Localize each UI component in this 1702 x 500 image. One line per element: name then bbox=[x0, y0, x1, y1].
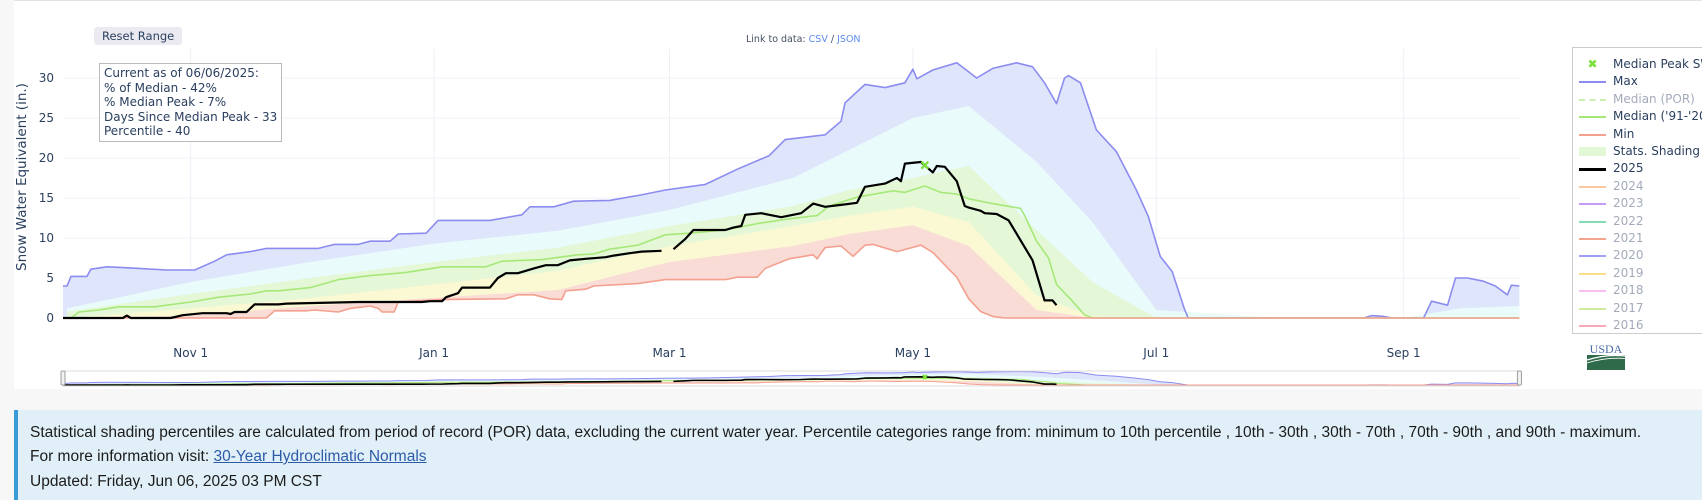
y-tick-label: 15 bbox=[39, 191, 54, 205]
usda-logo-text: USDA bbox=[1590, 342, 1623, 356]
y-axis-title: Snow Water Equivalent (in.) bbox=[14, 83, 30, 271]
csv-link[interactable]: CSV bbox=[808, 34, 828, 45]
status-line: Percentile - 40 bbox=[104, 124, 191, 139]
legend-label: 2017 bbox=[1613, 300, 1644, 315]
x-tick-label: May 1 bbox=[895, 346, 931, 360]
legend-label: 2022 bbox=[1613, 213, 1644, 228]
info-shading-note: Statistical shading percentiles are calc… bbox=[30, 424, 1642, 441]
legend-item[interactable]: Median ('91-'20) bbox=[1573, 108, 1702, 125]
band-swatch-icon bbox=[1579, 147, 1606, 156]
status-line: Days Since Median Peak - 33 bbox=[104, 109, 278, 124]
y-tick-label: 25 bbox=[39, 111, 54, 125]
legend-label: Median Peak SWE bbox=[1613, 57, 1702, 71]
line-swatch-icon bbox=[1579, 168, 1606, 172]
plot-area bbox=[63, 62, 1520, 320]
legend-item[interactable]: Min bbox=[1573, 126, 1702, 143]
x-tick-label: Sep 1 bbox=[1387, 346, 1421, 360]
line-swatch-icon bbox=[1579, 307, 1606, 310]
legend-label: 2024 bbox=[1613, 178, 1644, 193]
series-line-2025 bbox=[63, 376, 1057, 386]
line-swatch-icon bbox=[1579, 185, 1606, 188]
legend-item[interactable]: Median (POR) bbox=[1573, 91, 1702, 108]
line-swatch-icon bbox=[1579, 272, 1606, 275]
data-links-label: Link to data: bbox=[746, 34, 806, 45]
series-line-2025 bbox=[63, 160, 1058, 320]
line-swatch-icon bbox=[1579, 116, 1606, 119]
dashed-line-swatch-icon bbox=[1579, 98, 1606, 101]
series-line-median-91-20- bbox=[63, 185, 1520, 319]
x-tick-label: Nov 1 bbox=[173, 346, 208, 360]
legend-item[interactable]: 2024 bbox=[1573, 178, 1702, 195]
info-updated: Updated: Friday, Jun 06, 2025 03 PM CST bbox=[30, 473, 322, 490]
line-swatch-icon bbox=[1579, 325, 1606, 327]
shading-below-min bbox=[63, 381, 1520, 385]
median-peak-marker bbox=[920, 160, 930, 170]
line-swatch-icon bbox=[1579, 81, 1606, 84]
legend-label: 2018 bbox=[1613, 283, 1644, 298]
info-more-label: For more information visit: bbox=[30, 448, 210, 465]
range-slider[interactable] bbox=[60, 370, 1522, 387]
line-swatch-icon bbox=[1579, 290, 1606, 293]
legend-item[interactable]: 2017 bbox=[1573, 300, 1702, 317]
y-tick-label: 0 bbox=[46, 311, 54, 325]
legend-label: 2023 bbox=[1613, 196, 1644, 211]
series-line-max bbox=[63, 62, 1520, 319]
normals-link[interactable]: 30-Year Hydroclimatic Normals bbox=[213, 448, 427, 465]
legend-label: Median (POR) bbox=[1613, 91, 1695, 106]
legend-item[interactable]: ✖Median Peak SWE bbox=[1573, 56, 1702, 73]
status-line: % Median Peak - 7% bbox=[104, 95, 227, 110]
legend-label: Stats. Shading bbox=[1613, 144, 1701, 158]
series-line-median-91-20- bbox=[63, 377, 1520, 386]
legend-label: 2025 bbox=[1613, 161, 1644, 176]
json-link[interactable]: JSON bbox=[837, 34, 861, 45]
legend-label: 2016 bbox=[1613, 318, 1644, 332]
legend-label: Min bbox=[1613, 126, 1635, 141]
status-line: Current as of 06/06/2025: bbox=[104, 66, 259, 80]
line-swatch-icon bbox=[1579, 238, 1606, 240]
line-swatch-icon bbox=[1579, 220, 1606, 223]
info-more: For more information visit: 30-Year Hydr… bbox=[30, 448, 427, 466]
legend-item[interactable]: 2016 bbox=[1573, 317, 1702, 333]
legend-item[interactable]: 2022 bbox=[1573, 213, 1702, 230]
data-links: Link to data: CSV / JSON bbox=[746, 34, 861, 45]
legend-item[interactable]: 2023 bbox=[1573, 195, 1702, 212]
legend-label: Max bbox=[1613, 74, 1638, 89]
legend-item[interactable]: Stats. Shading bbox=[1573, 143, 1702, 160]
legend-item[interactable]: 2020 bbox=[1573, 247, 1702, 264]
range-slider-handle[interactable] bbox=[1516, 370, 1522, 386]
legend-item[interactable]: 2019 bbox=[1573, 265, 1702, 282]
x-tick-label: Jan 1 bbox=[418, 346, 449, 360]
current-status-box: Current as of 06/06/2025: % of Median - … bbox=[99, 63, 283, 142]
status-line: % of Median - 42% bbox=[104, 80, 217, 95]
y-tick-label: 5 bbox=[46, 271, 54, 285]
y-tick-label: 10 bbox=[39, 231, 54, 245]
line-swatch-icon bbox=[1579, 203, 1606, 206]
reset-range-button[interactable]: Reset Range bbox=[94, 27, 183, 45]
usda-logo: USDA bbox=[1586, 342, 1626, 370]
y-tick-label: 30 bbox=[39, 71, 54, 85]
legend-label: 2021 bbox=[1613, 231, 1644, 245]
legend-item[interactable]: 2018 bbox=[1573, 282, 1702, 299]
median-peak-marker bbox=[922, 374, 928, 380]
legend-label: 2019 bbox=[1613, 265, 1644, 280]
chart-legend: ✖Median Peak SWEMax Median (POR) Median ('… bbox=[1572, 47, 1702, 334]
shading-below-min bbox=[63, 244, 1520, 318]
legend-item[interactable]: 2025 bbox=[1573, 160, 1702, 177]
legend-label: 2020 bbox=[1613, 248, 1644, 263]
x-tick-label: Jul 1 bbox=[1142, 346, 1169, 360]
legend-label: Median ('91-'20) bbox=[1613, 109, 1702, 124]
range-slider-handle[interactable] bbox=[60, 370, 66, 386]
line-swatch-icon bbox=[1579, 255, 1606, 258]
series-line-min bbox=[63, 243, 1520, 319]
y-tick-label: 20 bbox=[39, 151, 54, 165]
legend-item[interactable]: 2021 bbox=[1573, 230, 1702, 247]
line-swatch-icon bbox=[1579, 133, 1606, 136]
info-panel: Statistical shading percentiles are calc… bbox=[14, 410, 1702, 500]
x-tick-label: Mar 1 bbox=[652, 346, 686, 360]
chart-card: 0 5 10 15 20 25 30 Nov 1 Jan 1 Mar 1 May 1 Jul 1 Sep… bbox=[14, 0, 1702, 389]
data-links-separator: / bbox=[830, 34, 835, 45]
legend-item[interactable]: Max bbox=[1573, 73, 1702, 90]
